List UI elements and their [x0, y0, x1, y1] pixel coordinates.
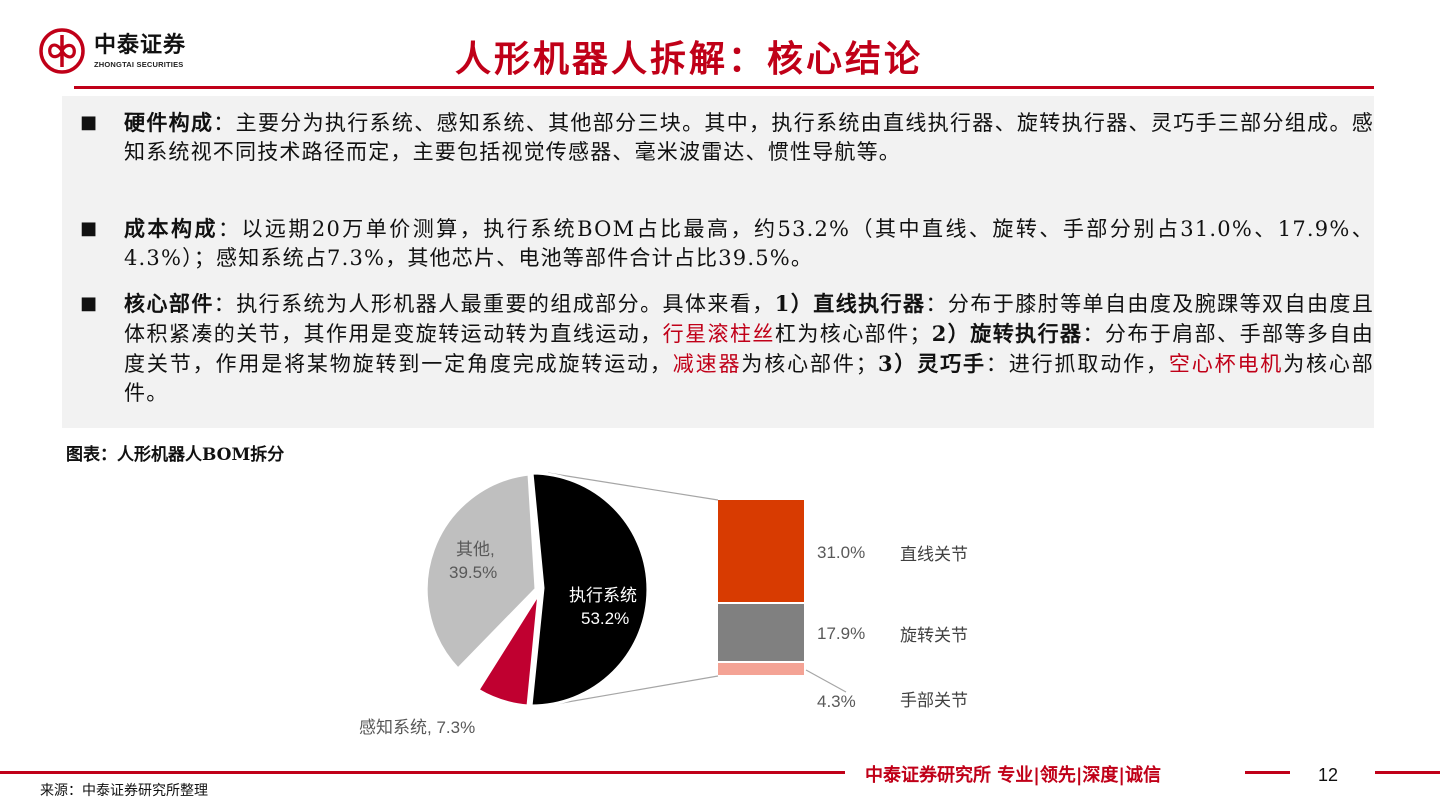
bullet-label: 核心部件: [124, 291, 214, 316]
pie-slice-sensing: [475, 592, 541, 708]
bullet-text: ：分布于肩部、手部等多自由度关节，作用是将某物旋转到一定角度完成旋转运动，: [124, 322, 1374, 376]
sub-label-hand: 3）灵巧手: [877, 351, 986, 376]
bullet-text: ：主要分为执行系统、感知系统、其他部分三块。其中，执行系统由直线执行器、旋转执行…: [124, 111, 1374, 164]
pie-slice-other: [424, 472, 538, 672]
bullet-label: 成本构成: [124, 216, 218, 241]
label-linear-pct: 31.0%: [817, 543, 866, 562]
bullet-text: 杠为核心部件；: [774, 322, 932, 346]
bullet-text: ：以远期20万单价测算，执行系统BOM占比最高，约53.2%（其中直线、旋转、手…: [124, 217, 1374, 270]
highlight-reducer: 减速器: [672, 352, 742, 376]
footer-divider-left: [0, 771, 845, 774]
sub-label-linear: 1）直线执行器: [774, 291, 926, 316]
label-hand-name: 手部关节: [900, 691, 968, 711]
figure-caption: 图表：人形机器人BOM拆分: [66, 445, 285, 465]
bullet-text: 为核心部件；: [741, 352, 878, 376]
pie-slice-execution: [529, 471, 650, 708]
label-rotary-name: 旋转关节: [900, 626, 968, 646]
bullet-text: ：进行抓取动作，: [985, 352, 1169, 376]
label-sensing: 感知系统, 7.3%: [359, 718, 476, 737]
label-exec-name: 执行系统: [569, 586, 637, 605]
footer-divider-right: [1375, 771, 1440, 774]
logo-en-text: ZHONGTAI SECURITIES: [94, 59, 184, 69]
bar-hand-joint: [718, 663, 804, 675]
bullet-square-icon: ■: [80, 112, 98, 133]
label-other-name: 其他,: [456, 540, 495, 559]
highlight-roller-screw: 行星滚柱丝: [662, 322, 775, 346]
bullet-square-icon: ■: [80, 218, 98, 239]
bar-linear-joint: [718, 500, 804, 602]
connector-top: [547, 472, 719, 501]
page-title: 人形机器人拆解：核心结论: [455, 38, 924, 80]
bullet-label: 硬件构成: [124, 110, 214, 135]
bar-rotary-joint: [718, 604, 804, 661]
bullet-square-icon: ■: [80, 293, 98, 314]
leader-hand: [805, 669, 847, 693]
bullet-text: 为核心部件。: [124, 352, 1374, 405]
footer-slogan: 中泰证券研究所 专业|领先|深度|诚信: [865, 765, 1161, 786]
label-rotary-pct: 17.9%: [817, 624, 866, 643]
zhongtai-logo-icon: [39, 28, 85, 74]
source-note: 来源：中泰证券研究所整理: [40, 783, 208, 799]
highlight-coreless-motor: 空心杯电机: [1168, 352, 1284, 376]
title-divider: [74, 86, 1374, 89]
bullet-text: ：执行系统为人形机器人最重要的组成部分。具体来看，: [213, 292, 775, 316]
company-logo: 中泰证券 ZHONGTAI SECURITIES: [38, 27, 186, 75]
page-number: 12: [1318, 765, 1339, 785]
label-exec-pct: 53.2%: [581, 609, 630, 628]
label-linear-name: 直线关节: [900, 545, 968, 565]
logo-cn-text: 中泰证券: [94, 32, 187, 58]
label-other-pct: 39.5%: [449, 563, 498, 582]
sub-label-rotary: 2）旋转执行器: [931, 321, 1083, 346]
bullet-text: ：分布于膝肘等单自由度及腕踝等双自由度且体积紧凑的关节，其作用是变旋转运动转为直…: [124, 292, 1375, 346]
footer-divider-mid: [1245, 771, 1290, 774]
label-hand-pct: 4.3%: [817, 692, 856, 711]
connector-bottom: [555, 675, 719, 705]
summary-box: [62, 96, 1374, 428]
